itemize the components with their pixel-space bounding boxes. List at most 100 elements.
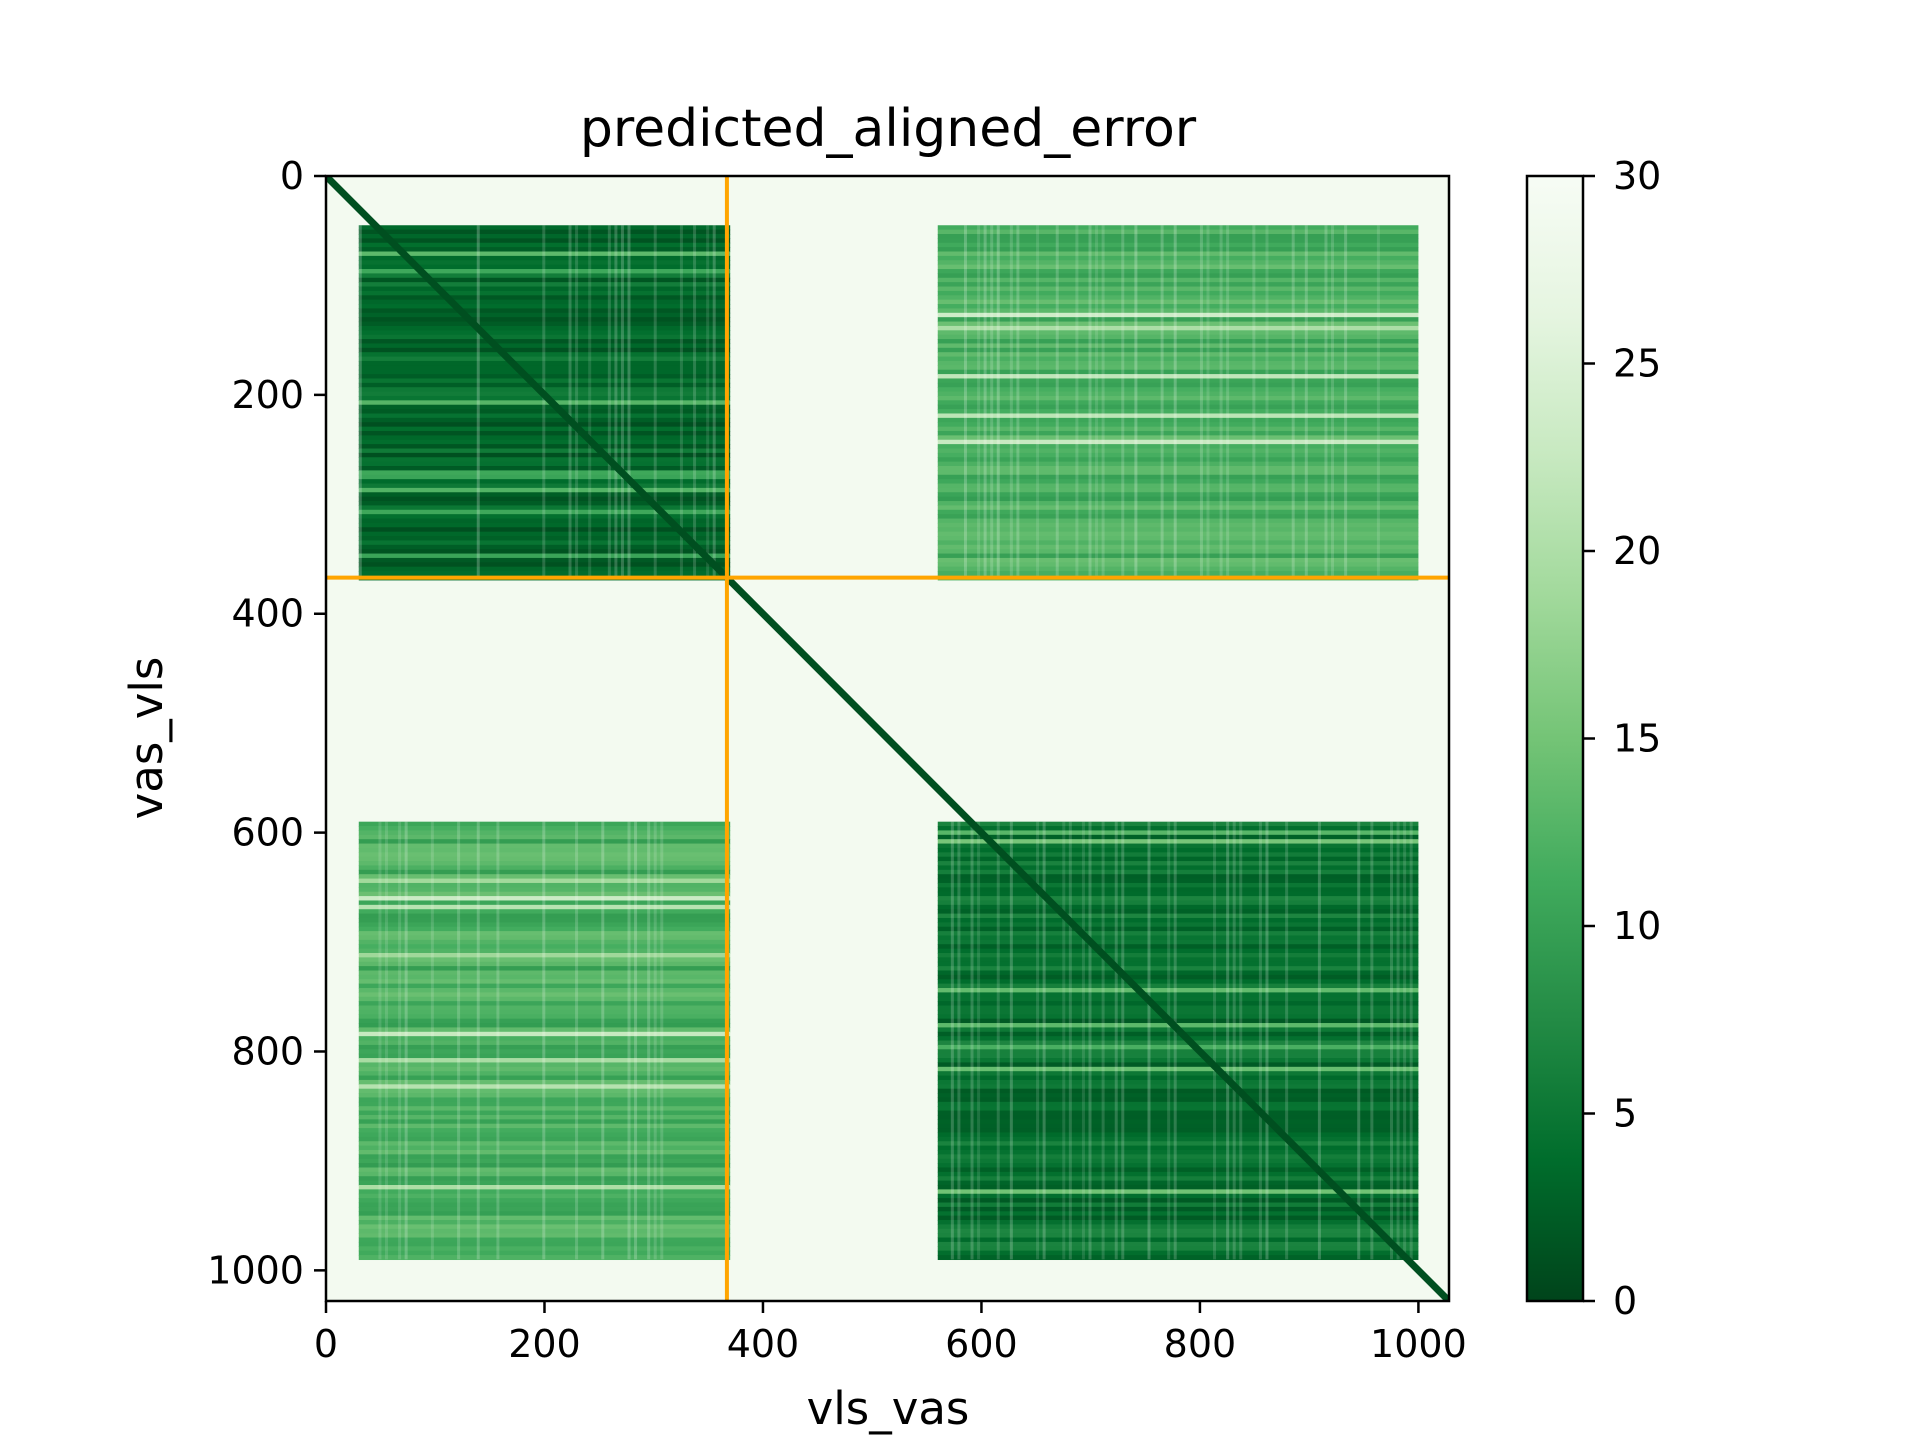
heatmap-row-band: [358, 1233, 731, 1239]
heatmap-row-band: [937, 527, 1419, 533]
heatmap-row-band: [937, 483, 1419, 489]
heatmap-row-band: [937, 917, 1419, 923]
heatmap-row-band: [358, 1110, 731, 1116]
heatmap-column-streak: [1095, 225, 1099, 578]
heatmap-row-band: [937, 308, 1419, 314]
heatmap-row-band: [358, 282, 731, 288]
heatmap: [324, 174, 1451, 1303]
heatmap-row-band: [937, 225, 1419, 231]
heatmap-row-band: [937, 1211, 1419, 1217]
heatmap-row-band: [937, 1154, 1419, 1160]
heatmap-row-band: [937, 1215, 1419, 1221]
heatmap-row-band: [358, 457, 731, 463]
heatmap-row-band: [358, 242, 731, 248]
heatmap-row-band: [937, 948, 1419, 954]
heatmap-row-band: [358, 286, 731, 292]
heatmap-column-streak: [1317, 821, 1321, 1260]
heatmap-row-band: [358, 1001, 731, 1007]
heatmap-row-band: [358, 1163, 731, 1169]
heatmap-column-streak: [627, 821, 631, 1260]
heatmap-row-band: [937, 830, 1419, 836]
x-tick-label: 600: [945, 1322, 1018, 1366]
heatmap-row-band: [358, 983, 731, 989]
heatmap-column-streak: [476, 225, 480, 578]
heatmap-row-band: [937, 536, 1419, 542]
heatmap-row-band: [937, 1136, 1419, 1142]
heatmap-row-band: [358, 466, 731, 471]
heatmap-row-band: [358, 536, 731, 542]
heatmap-row-band: [358, 334, 731, 340]
heatmap-row-band: [358, 1075, 731, 1081]
heatmap-row-band: [937, 562, 1419, 568]
heatmap-row-band: [937, 1193, 1419, 1199]
heatmap-row-band: [358, 1158, 731, 1164]
heatmap-row-band: [937, 234, 1419, 239]
heatmap-column-streak: [1331, 225, 1335, 578]
heatmap-row-band: [937, 1220, 1419, 1225]
heatmap-column-streak: [963, 225, 967, 578]
heatmap-column-streak: [607, 225, 611, 578]
heatmap-row-band: [937, 251, 1419, 257]
heatmap-row-band: [358, 229, 731, 235]
chart-title: predicted_aligned_error: [580, 99, 1197, 159]
heatmap-row-band: [358, 483, 731, 489]
heatmap-row-band: [358, 247, 731, 253]
heatmap-column-streak: [679, 225, 683, 578]
heatmap-column-streak: [1206, 225, 1210, 578]
heatmap-row-band: [937, 522, 1419, 528]
heatmap-column-streak: [476, 821, 480, 1260]
heatmap-column-streak: [706, 225, 710, 578]
heatmap-row-band: [937, 970, 1419, 976]
diagonal-line: [326, 176, 1449, 1301]
heatmap-column-streak: [1199, 225, 1203, 578]
heatmap-row-band: [358, 952, 731, 958]
heatmap-row-band: [937, 479, 1419, 485]
heatmap-column-streak: [614, 225, 618, 578]
heatmap-row-band: [937, 891, 1419, 897]
heatmap-column-streak: [1101, 821, 1105, 1260]
heatmap-row-band: [937, 387, 1419, 393]
heatmap-row-band: [358, 900, 731, 906]
heatmap-row-band: [937, 439, 1419, 445]
heatmap-row-band: [937, 400, 1419, 406]
heatmap-row-band: [937, 1250, 1419, 1256]
heatmap-row-band: [358, 1198, 731, 1204]
heatmap-row-band: [937, 540, 1419, 546]
heatmap-row-band: [937, 1079, 1419, 1085]
heatmap-row-band: [937, 988, 1419, 993]
heatmap-row-band: [358, 1154, 731, 1160]
heatmap-row-band: [358, 496, 731, 502]
heatmap-row-band: [937, 1049, 1419, 1055]
heatmap-row-band: [358, 479, 731, 485]
heatmap-row-band: [358, 1237, 731, 1243]
heatmap-row-band: [358, 1246, 731, 1252]
x-axis-label: vls_vas: [807, 1382, 970, 1435]
heatmap-row-band: [358, 1189, 731, 1195]
heatmap-row-band: [937, 869, 1419, 875]
heatmap-row-band: [358, 343, 731, 349]
heatmap-row-band: [358, 422, 731, 428]
heatmap-row-band: [937, 470, 1419, 476]
heatmap-row-band: [937, 1255, 1419, 1261]
heatmap-column-streak: [1252, 225, 1256, 578]
heatmap-row-band: [358, 979, 731, 985]
heatmap-row-band: [358, 1128, 731, 1134]
heatmap-row-band: [358, 365, 731, 371]
heatmap-column-streak: [1081, 821, 1085, 1260]
heatmap-row-band: [937, 1132, 1419, 1138]
heatmap-row-band: [358, 1224, 731, 1230]
heatmap-row-band: [358, 970, 731, 976]
heatmap-row-band: [937, 365, 1419, 371]
heatmap-row-band: [358, 553, 731, 559]
heatmap-row-band: [937, 444, 1419, 450]
heatmap-row-band: [937, 531, 1419, 537]
heatmap-row-band: [358, 562, 731, 568]
heatmap-column-streak: [1173, 225, 1177, 578]
heatmap-row-band: [937, 404, 1419, 410]
colorbar-tick-label: 5: [1613, 1092, 1637, 1136]
heatmap-row-band: [358, 1202, 731, 1208]
heatmap-column-streak: [1409, 821, 1413, 1260]
heatmap-row-band: [358, 821, 731, 827]
heatmap-row-band: [937, 378, 1419, 384]
heatmap-column-streak: [977, 821, 981, 1260]
